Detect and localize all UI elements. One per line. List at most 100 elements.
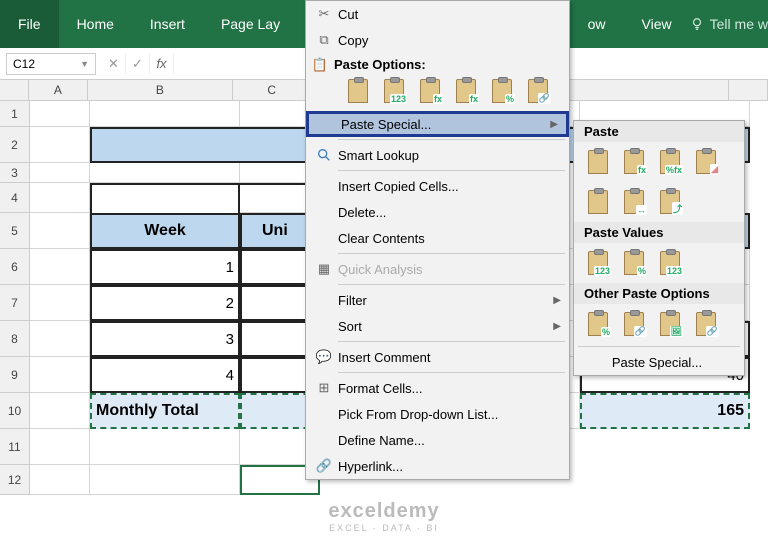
cell[interactable]: [30, 285, 90, 321]
paste-format-icon[interactable]: ◢: [690, 146, 722, 178]
ctx-smart-lookup[interactable]: Smart Lookup: [306, 142, 569, 168]
ctx-define-name[interactable]: Define Name...: [306, 427, 569, 453]
row-7[interactable]: 7: [0, 285, 30, 321]
ctx-pick-list[interactable]: Pick From Drop-down List...: [306, 401, 569, 427]
paste-other-linkedpic-icon[interactable]: 🔗: [690, 308, 722, 340]
sub-paste-heading: Paste: [574, 121, 744, 142]
header-week[interactable]: Week: [90, 213, 240, 249]
paste-values123-icon[interactable]: 123: [582, 247, 614, 279]
cell[interactable]: [30, 429, 90, 465]
ctx-label: Clear Contents: [338, 231, 561, 246]
paste-link-icon[interactable]: 🔗: [522, 75, 554, 107]
row-11[interactable]: 11: [0, 429, 30, 465]
paste-fx-icon[interactable]: fx: [618, 146, 650, 178]
ctx-insert-comment[interactable]: 💬Insert Comment: [306, 344, 569, 370]
sub-paste-special[interactable]: Paste Special...: [574, 349, 744, 375]
ctx-copy[interactable]: ⧉ Copy: [306, 27, 569, 53]
cell[interactable]: [90, 101, 240, 127]
ctx-insert-copied[interactable]: Insert Copied Cells...: [306, 173, 569, 199]
ctx-paste-special[interactable]: Paste Special... ▶: [306, 111, 569, 137]
paste-pctfx-icon[interactable]: %fx: [654, 146, 686, 178]
context-menu: ✂ Cut ⧉ Copy 📋 Paste Options: 123 fx fx …: [305, 0, 570, 480]
ctx-clear[interactable]: Clear Contents: [306, 225, 569, 251]
week-cell[interactable]: 4: [90, 357, 240, 393]
paste-percent-icon[interactable]: %: [486, 75, 518, 107]
tab-file[interactable]: File: [0, 0, 59, 48]
row-3[interactable]: 3: [0, 163, 30, 183]
row-6[interactable]: 6: [0, 249, 30, 285]
row-9[interactable]: 9: [0, 357, 30, 393]
week-cell[interactable]: 2: [90, 285, 240, 321]
col-E[interactable]: [564, 80, 729, 100]
row-4[interactable]: 4: [0, 183, 30, 213]
paste-all-icon[interactable]: [582, 146, 614, 178]
name-box[interactable]: C12 ▼: [6, 53, 96, 75]
watermark-title: exceldemy: [328, 500, 439, 523]
cell[interactable]: [90, 465, 240, 495]
tab-insert[interactable]: Insert: [132, 0, 203, 48]
col-F[interactable]: [729, 80, 768, 100]
cell[interactable]: [30, 163, 90, 183]
ctx-label: Insert Copied Cells...: [338, 179, 561, 194]
ctx-format-cells[interactable]: ⊞Format Cells...: [306, 375, 569, 401]
paste-noborders-icon[interactable]: [582, 186, 614, 218]
ctx-sort[interactable]: Sort▶: [306, 313, 569, 339]
cell[interactable]: [30, 249, 90, 285]
cell[interactable]: [30, 101, 90, 127]
paste-other-picture-icon[interactable]: 🖼: [654, 308, 686, 340]
cell[interactable]: [30, 183, 90, 213]
ctx-cut[interactable]: ✂ Cut: [306, 1, 569, 27]
sub-row: fx %fx ◢: [574, 142, 744, 182]
sub-other-heading: Other Paste Options: [574, 283, 744, 304]
row-12[interactable]: 12: [0, 465, 30, 495]
cell[interactable]: [30, 213, 90, 249]
cell[interactable]: [30, 321, 90, 357]
row-1[interactable]: 1: [0, 101, 30, 127]
ctx-label: Format Cells...: [338, 381, 561, 396]
total-label[interactable]: Monthly Total: [90, 393, 240, 429]
tab-home[interactable]: Home: [59, 0, 132, 48]
copy-icon: ⧉: [310, 32, 338, 48]
select-all-corner[interactable]: [0, 80, 29, 100]
week-cell[interactable]: 1: [90, 249, 240, 285]
ctx-filter[interactable]: Filter▶: [306, 287, 569, 313]
tab-unknown[interactable]: ow: [570, 0, 624, 48]
cell[interactable]: [90, 183, 240, 213]
cell[interactable]: [30, 393, 90, 429]
paste-values-icon[interactable]: 123: [378, 75, 410, 107]
ctx-label: Delete...: [338, 205, 561, 220]
cell[interactable]: [90, 429, 240, 465]
tab-page-layout[interactable]: Page Lay: [203, 0, 298, 48]
row-8[interactable]: 8: [0, 321, 30, 357]
ctx-label: Smart Lookup: [338, 148, 561, 163]
cell[interactable]: [30, 127, 90, 163]
cell[interactable]: [30, 465, 90, 495]
ctx-delete[interactable]: Delete...: [306, 199, 569, 225]
cell[interactable]: [30, 357, 90, 393]
cell[interactable]: [90, 163, 240, 183]
row-2[interactable]: 2: [0, 127, 30, 163]
tab-view[interactable]: View: [624, 0, 690, 48]
col-A[interactable]: A: [29, 80, 87, 100]
col-C[interactable]: C: [233, 80, 311, 100]
paste-valuespct-icon[interactable]: %: [618, 247, 650, 279]
tell-me[interactable]: Tell me w: [690, 16, 768, 32]
ctx-hyperlink[interactable]: 🔗Hyperlink...: [306, 453, 569, 479]
row-10[interactable]: 10: [0, 393, 30, 429]
ctx-label: Define Name...: [338, 433, 561, 448]
paste-transpose-icon[interactable]: ⤴: [654, 186, 686, 218]
paste-widths-icon[interactable]: ↔: [618, 186, 650, 218]
chevron-right-icon: ▶: [553, 321, 561, 332]
paste-other-link-icon[interactable]: 🔗: [618, 308, 650, 340]
paste-all-icon[interactable]: [342, 75, 374, 107]
paste-formatting-fx-icon[interactable]: fx: [450, 75, 482, 107]
week-cell[interactable]: 3: [90, 321, 240, 357]
watermark-sub: EXCEL · DATA · BI: [328, 523, 439, 533]
fx-icon[interactable]: fx: [150, 53, 174, 75]
col-B[interactable]: B: [88, 80, 234, 100]
paste-formulas-icon[interactable]: fx: [414, 75, 446, 107]
total-value[interactable]: 165: [580, 393, 750, 429]
paste-other-format-icon[interactable]: %: [582, 308, 614, 340]
paste-valuesfmt-icon[interactable]: 123: [654, 247, 686, 279]
row-5[interactable]: 5: [0, 213, 30, 249]
